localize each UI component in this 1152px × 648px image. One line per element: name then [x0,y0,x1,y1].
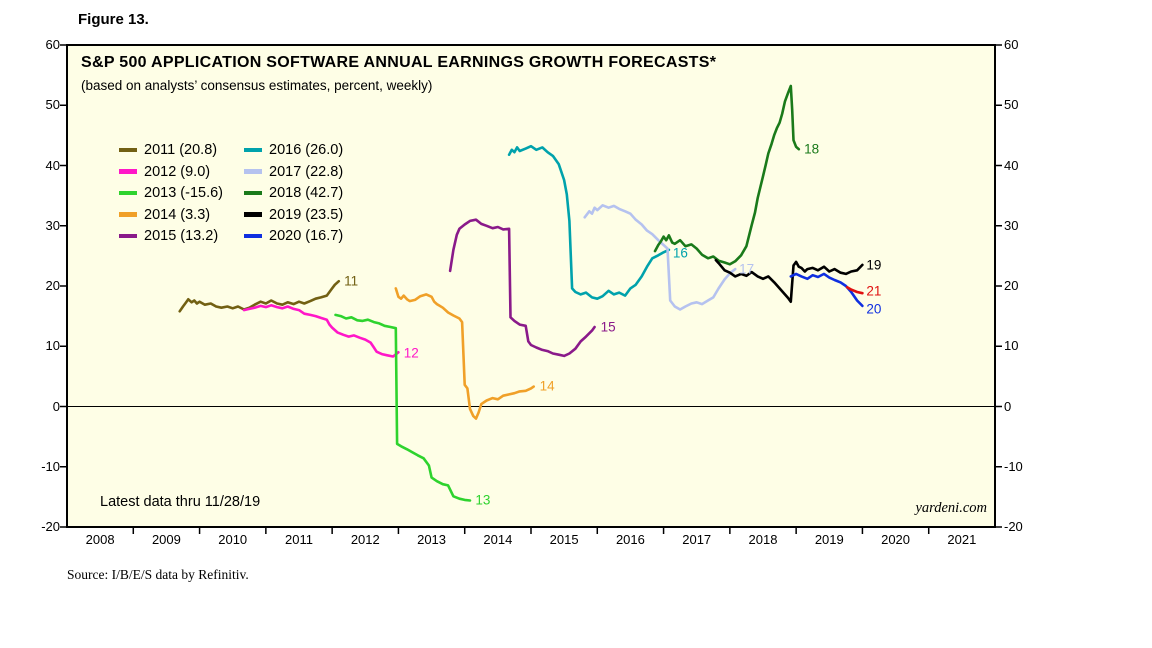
legend-swatch-2020 [244,233,262,239]
series-end-label-2014: 14 [539,378,555,394]
legend-label-2015: 2015 (13.2) [144,228,219,244]
y-axis-label-right--10: -10 [1004,458,1023,474]
legend-item-2015: 2015 (13.2) [119,227,218,245]
legend-swatch-2011 [119,147,137,153]
series-end-label-2021: 21 [866,283,882,299]
x-axis-label-2020: 2020 [881,532,911,547]
y-axis-label-right-0: 0 [1004,398,1012,414]
legend-item-2020: 2020 (16.7) [244,227,343,245]
legend-swatch-2014 [119,212,137,217]
legend-label-2017: 2017 (22.8) [269,163,344,180]
series-line-2019 [714,258,864,304]
y-axis-label-right-10: 10 [1004,338,1019,354]
legend-label-2019: 2019 (23.5) [269,206,344,223]
y-axis-label-left-0: 0 [52,398,60,414]
plot-area: S&P 500 APPLICATION SOFTWARE ANNUAL EARN… [60,44,1002,534]
x-axis-label-2015: 2015 [549,532,579,547]
plot-background [67,45,995,527]
y-axis-label-right-60: 60 [1004,37,1019,52]
series-line-2020 [789,272,864,308]
y-axis-label-right-20: 20 [1004,278,1019,293]
watermark: yardeni.com [915,500,987,516]
series-end-label-2011: 11 [344,273,359,289]
legend: 2011 (20.8) 2012 (9.0) 2013 (-15.6) 2014 (3… [119,141,439,261]
plot-border [66,44,996,528]
legend-label-2014: 2014 (3.3) [144,206,211,223]
y-axis-label-left-40: 40 [45,157,60,173]
y-axis-label-left-50: 50 [45,97,60,113]
y-axis-label-right-30: 30 [1004,217,1019,233]
y-axis-label-left--20: -20 [41,519,60,534]
series-end-label-2012: 12 [403,345,419,361]
legend-swatch-2017 [244,169,262,174]
y-axis-label-right--20: -20 [1004,519,1023,534]
legend-swatch-2012 [119,169,137,174]
chart-subtitle: (based on analysts’ consensus estimates,… [81,78,433,93]
series-line-2015 [448,218,596,358]
x-axis-label-2012: 2012 [350,532,380,547]
y-axis-label-left-10: 10 [45,338,60,354]
y-axis-label-left-60: 60 [45,37,60,52]
series-line-2014 [394,287,536,420]
figure-label: Figure 13. [78,11,149,28]
series-end-label-2017: 17 [739,261,755,277]
series-line-2021 [845,285,864,295]
x-axis-label-2021: 2021 [947,532,977,547]
legend-item-2017: 2017 (22.8) [244,163,343,181]
series-line-2011 [178,279,341,313]
x-axis-label-2018: 2018 [748,532,778,547]
y-axis-label-left-30: 30 [45,217,60,233]
y-axis-label-right-40: 40 [1004,157,1019,173]
legend-label-2012: 2012 (9.0) [144,163,211,180]
legend-swatch-2013 [119,190,137,196]
y-axis-label-right-50: 50 [1004,97,1019,113]
x-axis-label-2016: 2016 [615,532,645,547]
legend-swatch-2018 [244,190,262,196]
latest-data-note: Latest data thru 11/28/19 [100,494,261,510]
chart-canvas [60,44,1002,534]
legend-item-2016: 2016 (26.0) [244,141,343,159]
legend-label-2020: 2020 (16.7) [269,228,344,244]
x-axis-label-2010: 2010 [218,532,248,547]
x-axis-label-2017: 2017 [682,532,712,547]
legend-item-2013: 2013 (-15.6) [119,184,223,202]
x-axis-label-2009: 2009 [151,532,181,547]
legend-item-2019: 2019 (23.5) [244,206,343,224]
x-axis-label-2019: 2019 [814,532,844,547]
series-line-2016 [507,144,671,300]
series-end-label-2018: 18 [804,141,820,157]
series-end-label-2015: 15 [600,319,616,335]
x-axis-label-2014: 2014 [483,532,513,547]
legend-swatch-2019 [244,212,262,217]
series-line-2018 [653,84,801,266]
legend-label-2018: 2018 (42.7) [269,185,344,201]
legend-label-2016: 2016 (26.0) [269,142,344,158]
series-line-2017 [583,204,737,311]
series-end-label-2019: 19 [866,257,882,273]
y-axis-label-left--10: -10 [41,458,60,474]
series-end-label-2013: 13 [475,492,491,508]
y-axis-label-left-20: 20 [45,278,60,293]
legend-label-2013: 2013 (-15.6) [144,185,223,201]
legend-label-2011: 2011 (20.8) [144,142,218,158]
x-axis-label-2011: 2011 [285,532,313,547]
source-note: Source: I/B/E/S data by Refinitiv. [67,567,249,582]
x-axis-label-2013: 2013 [417,532,447,547]
legend-item-2018: 2018 (42.7) [244,184,343,202]
legend-item-2011: 2011 (20.8) [119,141,217,159]
series-line-2012 [242,303,400,358]
x-axis-label-2008: 2008 [85,532,115,547]
series-end-label-2020: 20 [866,301,882,317]
legend-swatch-2016 [244,147,262,153]
legend-swatch-2015 [119,233,137,239]
legend-item-2014: 2014 (3.3) [119,206,210,224]
legend-item-2012: 2012 (9.0) [119,163,210,181]
series-line-2013 [334,313,472,502]
series-end-label-2016: 16 [672,245,688,261]
chart-title: S&P 500 APPLICATION SOFTWARE ANNUAL EARN… [81,54,717,71]
